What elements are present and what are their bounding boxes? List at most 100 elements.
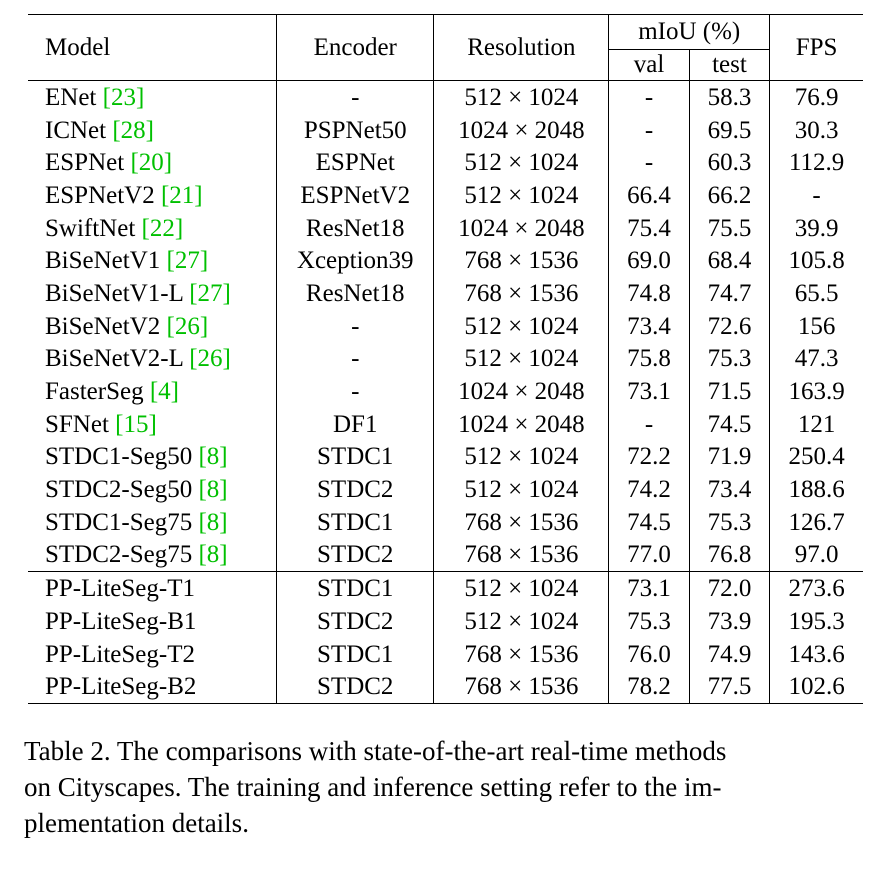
encoder-cell: ResNet18 [276,211,435,245]
encoder-cell: PSPNet50 [276,113,435,147]
miou-test-cell: 71.5 [689,375,771,408]
model-cell: STDC1-Seg75 [8] [28,505,277,539]
miou-val-cell: 75.4 [608,211,690,245]
citation-link: [28] [112,116,155,144]
resolution-cell: 512 × 1024 [433,309,610,343]
header-miou: mIoU (%) [608,14,771,50]
resolution-cell: 768 × 1536 [433,505,610,539]
encoder-cell: STDC2 [276,473,435,506]
model-name: FasterSeg [45,378,144,406]
fps-cell: 273.6 [769,571,863,605]
model-name: SwiftNet [45,214,136,242]
miou-test-cell: 60.3 [689,146,771,180]
model-name: BiSeNetV1-L [45,279,183,307]
model-name: ICNet [45,116,107,144]
citation-link: [8] [198,443,228,471]
table-row: STDC2-Seg50 [8] STDC2 512 × 1024 74.2 73.4 18… [28,473,863,506]
model-name: PP-LiteSeg-T1 [45,575,195,603]
table-row: SwiftNet [22] ResNet18 1024 × 2048 75.4 75.5… [28,211,863,245]
resolution-cell: 512 × 1024 [433,179,610,212]
miou-val-cell: - [608,407,690,441]
table-row: SFNet [15] DF1 1024 × 2048-74.5 121 [28,407,863,441]
citation-link: [26] [189,345,231,373]
model-cell: ENet [23] [28,79,277,114]
model-cell: ESPNetV2 [21] [28,179,277,212]
resolution-cell: 512 × 1024 [433,342,610,376]
table-row: ESPNetV2 [21] ESPNetV2 512 × 1024 66.4 66.2- [28,179,863,212]
fps-cell: 143.6 [788,640,845,668]
fps-cell: 126.7 [788,508,845,536]
encoder-cell: STDC1 [276,637,435,671]
resolution-cell: 512 × 1024 [433,473,610,506]
miou-val-cell: 74.8 [608,277,690,310]
model-name: BiSeNetV2 [45,312,161,340]
resolution-cell: 768 × 1536 [433,670,610,705]
miou-val-cell: 74.2 [608,473,690,506]
fps-cell: 112.9 [788,149,845,177]
model-cell: PP-LiteSeg-T2 [28,637,277,671]
encoder-cell: STDC1 [276,505,435,539]
miou-val-cell: 74.5 [608,505,690,539]
encoder-cell: - [276,309,435,343]
miou-val-cell: 77.0 [608,538,690,572]
comparison-table: Model Encoder Resolution mIoU (%) FPS va… [28,14,863,705]
citation-link: [23] [102,83,145,111]
caption-line-1: Table 2. The comparisons with state-of-t… [24,736,727,766]
miou-test-cell: 77.5 [689,670,771,705]
resolution-cell: 512 × 1024 [433,79,610,114]
miou-test-cell: 68.4 [689,244,771,278]
fps-cell: 121 [797,410,836,438]
header-resolution: Resolution [433,14,610,81]
model-name: PP-LiteSeg-B1 [45,607,197,635]
model-cell: BiSeNetV1 [27] [28,244,277,278]
table-row: FasterSeg [4] -1024 × 2048 73.1 71.5 163.9 [28,375,863,408]
citation-link: [27] [189,279,231,307]
table-row: ESPNet [20] ESPNet 512 × 1024-60.3 112.9 [28,146,863,180]
model-name: ESPNetV2 [45,181,155,209]
encoder-cell: STDC2 [276,605,435,638]
fps-cell: 102.6 [769,670,863,705]
encoder-cell: STDC1 [276,571,435,605]
miou-test-cell: 73.9 [689,605,771,638]
miou-test-cell: 66.2 [689,179,771,212]
encoder-cell: STDC2 [276,538,435,572]
table-row: BiSeNetV2 [26] -512 × 1024 73.4 72.6 156 [28,309,863,343]
miou-test-cell: 75.5 [689,211,771,245]
resolution-cell: 768 × 1536 [433,538,610,572]
miou-test-cell: 73.4 [689,473,771,506]
table-row: STDC2-Seg75 [8] STDC2 768 × 1536 77.0 76.8 97… [28,538,863,572]
model-cell: PP-LiteSeg-B2 [28,670,277,705]
model-cell: BiSeNetV2 [26] [28,309,277,343]
miou-val-cell: 75.3 [608,605,690,638]
table-row: PP-LiteSeg-B2 STDC2 768 × 1536 78.2 77.5 102.… [28,670,863,705]
citation-link: [4] [149,378,180,406]
miou-val-cell: 69.0 [608,244,690,278]
citation-link: [22] [141,214,184,242]
fps-cell: 97.0 [794,541,839,569]
table-row: ENet [23] -512 × 1024-58.3 76.9 [28,79,863,114]
resolution-cell: 512 × 1024 [433,605,610,638]
fps-cell: 30.3 [794,116,839,144]
encoder-cell: Xception39 [276,244,435,278]
miou-test-cell: 72.6 [689,309,771,343]
resolution-cell: 1024 × 2048 [433,113,610,147]
miou-test-cell: 75.3 [689,342,771,376]
model-name: STDC1-Seg50 [45,443,193,471]
citation-link: [8] [198,541,228,569]
table-row: STDC1-Seg50 [8] STDC1 512 × 1024 72.2 71.9 25… [28,440,863,474]
fps-cell: 156 [797,312,836,340]
model-cell: BiSeNetV1-L [27] [28,277,277,310]
fps-cell: 76.9 [769,79,863,114]
model-cell: ESPNet [20] [28,146,277,180]
miou-val-cell: 73.4 [608,309,690,343]
resolution-cell: 768 × 1536 [433,637,610,671]
table-row: STDC1-Seg75 [8] STDC1 768 × 1536 74.5 75.3 12… [28,505,863,539]
miou-test-cell: 76.8 [689,538,771,572]
header-val: val [608,49,690,81]
citation-link: [20] [130,149,173,177]
fps-cell: 39.9 [794,214,839,242]
header-fps: FPS [769,14,863,81]
model-cell: STDC1-Seg50 [8] [28,440,277,474]
model-name: PP-LiteSeg-B2 [45,673,197,701]
model-name: SFNet [45,410,109,438]
